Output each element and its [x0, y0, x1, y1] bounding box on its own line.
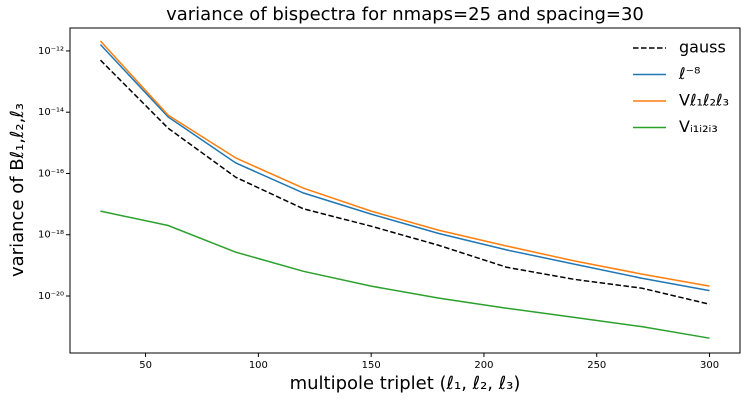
x-tick-label: 100 — [249, 360, 268, 371]
legend-label: Vℓ₁ℓ₂ℓ₃ — [679, 91, 729, 110]
series-line — [100, 210, 710, 339]
chart-title: variance of bispectra for nmaps=25 and s… — [166, 4, 644, 25]
y-tick-label: 10⁻¹² — [38, 46, 64, 57]
x-tick-label: 150 — [362, 360, 381, 371]
x-tick-label: 50 — [139, 360, 152, 371]
plot-frame — [69, 27, 741, 354]
y-tick-label: 10⁻²⁰ — [38, 291, 64, 302]
series-line — [99, 44, 710, 292]
x-axis-label: multipole triplet (ℓ₁, ℓ₂, ℓ₃) — [290, 373, 521, 394]
legend-label: Vᵢ₁ᵢ₂ᵢ₃ — [679, 117, 718, 136]
x-tick-label: 200 — [474, 360, 493, 371]
y-axis-label: variance of Bℓ₁,ℓ₂,ℓ₃ — [7, 103, 28, 277]
x-tick-label: 250 — [587, 360, 606, 371]
y-tick-label: 10⁻¹⁴ — [38, 107, 64, 118]
series-line — [99, 59, 710, 305]
series-line — [99, 40, 710, 287]
x-tick-label: 300 — [700, 360, 719, 371]
y-tick-label: 10⁻¹⁸ — [38, 230, 64, 241]
legend-label: ℓ⁻⁸ — [678, 64, 700, 83]
legend-label: gauss — [679, 38, 726, 57]
y-tick-label: 10⁻¹⁶ — [38, 168, 64, 179]
